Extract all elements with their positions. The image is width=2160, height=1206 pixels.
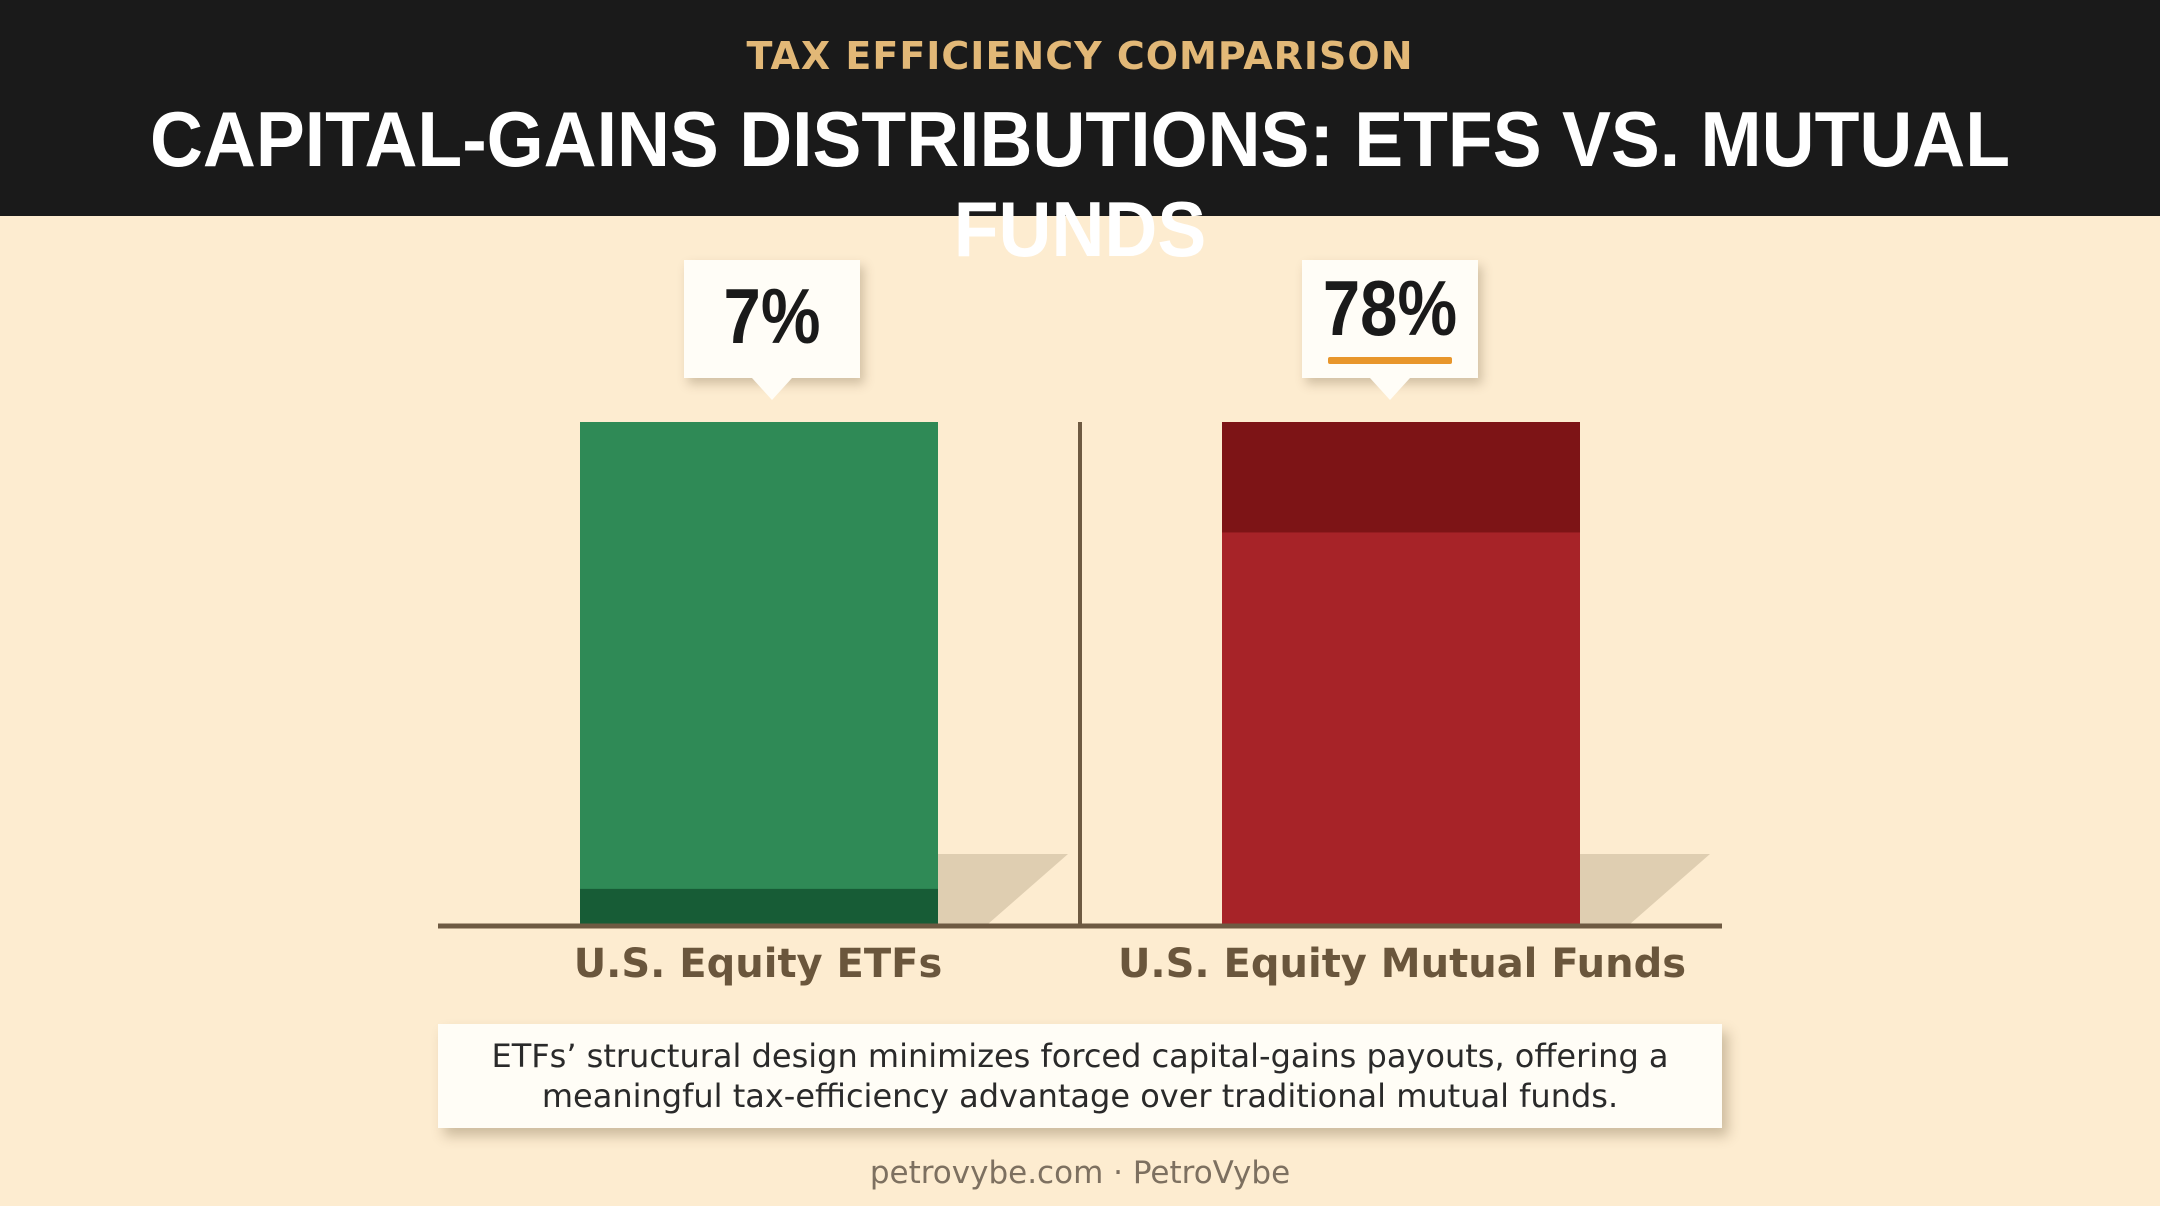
value-label-mutual-funds: 78% xyxy=(1322,264,1458,352)
bar-value-segment-etfs xyxy=(580,888,938,924)
chart-kicker: TAX EFFICIENCY COMPARISON xyxy=(746,34,1414,78)
footer-credit: petrovybe.com · PetroVybe xyxy=(869,1155,1291,1191)
header-banner: TAX EFFICIENCY COMPARISON CAPITAL-GAINS … xyxy=(0,0,2160,273)
caption-box: ETFs’ structural design minimizes forced… xyxy=(438,1024,1722,1128)
chart-title: CAPITAL-GAINS DISTRIBUTIONS: ETFS VS. MU… xyxy=(149,95,2011,273)
category-label-etfs: U.S. Equity ETFs xyxy=(573,941,943,987)
value-callout-mutual-funds: 78% xyxy=(1302,260,1478,400)
highlight-underline xyxy=(1328,357,1452,364)
bar-value-segment-mutual-funds xyxy=(1222,422,1580,533)
bar-shadow-mutual-funds xyxy=(1580,854,1710,924)
category-label-mutual-funds: U.S. Equity Mutual Funds xyxy=(1117,941,1687,987)
value-callout-etfs: 7% xyxy=(684,260,860,400)
bar-etfs xyxy=(580,422,938,924)
bar-chart xyxy=(438,422,1722,929)
bar-shadow-etfs xyxy=(938,854,1068,924)
value-label-etfs: 7% xyxy=(723,272,821,360)
caption-text: ETFs’ structural design minimizes forced… xyxy=(491,1037,1669,1115)
